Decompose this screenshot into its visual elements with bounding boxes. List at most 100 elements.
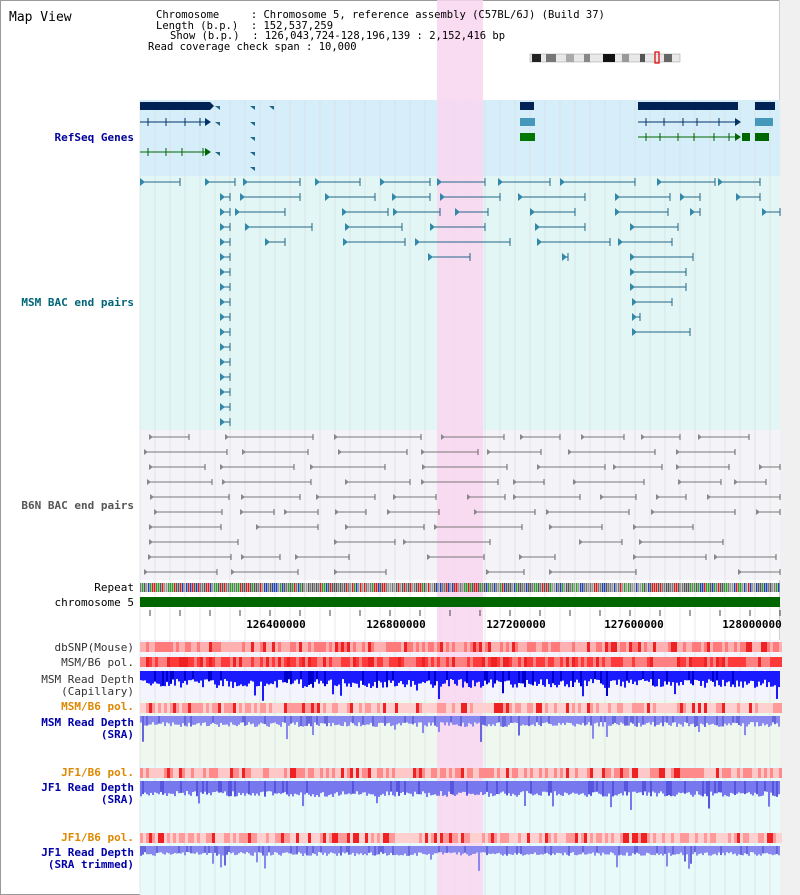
depth-bar [476, 671, 478, 683]
repeat-element [454, 583, 456, 592]
polymorphism-cell [743, 833, 746, 843]
depth-bar [762, 671, 764, 684]
b6n-end-marker [520, 434, 524, 440]
depth-bar [260, 671, 262, 682]
ruler-label-2: 126800000 [366, 618, 426, 631]
polymorphism-cell [152, 833, 155, 843]
polymorphism-cell [392, 657, 395, 667]
polymorphism-cell [551, 657, 554, 667]
polymorphism-cell [557, 833, 560, 843]
polymorphism-cell [296, 833, 299, 843]
repeat-element [398, 583, 400, 592]
depth-bar [538, 671, 540, 684]
polymorphism-cell [428, 833, 431, 843]
repeat-element [712, 583, 714, 592]
polymorphism-cell [617, 703, 620, 713]
polymorphism-cell [347, 768, 350, 778]
depth-bar [486, 716, 488, 727]
b6n-bac-features[interactable] [144, 434, 781, 575]
depth-bar [628, 781, 630, 793]
polymorphism-cell [332, 703, 335, 713]
label-dbsnp: dbSNP(Mouse) [55, 641, 134, 654]
polymorphism-cell [374, 768, 377, 778]
polymorphism-cell [764, 833, 767, 843]
polymorphism-cell [668, 642, 671, 652]
msm-bac-features[interactable] [140, 178, 781, 426]
polymorphism-cell [425, 642, 428, 652]
depth-bar [260, 846, 262, 853]
chromosome-ideogram[interactable] [529, 51, 681, 64]
depth-bar [440, 846, 442, 853]
polymorphism-cell [491, 657, 494, 667]
polymorphism-cell [680, 642, 683, 652]
repeat-element [362, 583, 364, 592]
polymorphism-cell [140, 703, 143, 713]
gene-block [742, 133, 750, 141]
polymorphism-cell [272, 833, 275, 843]
depth-bar [374, 716, 376, 727]
repeat-element [142, 583, 144, 592]
polymorphism-cell [344, 657, 347, 667]
selection-highlight[interactable] [437, 0, 483, 895]
refseq-genes-features[interactable] [140, 102, 775, 171]
polymorphism-cell [173, 657, 176, 667]
depth-bar [714, 781, 716, 794]
polymorphism-cell [446, 642, 449, 652]
repeat-track[interactable] [140, 583, 780, 592]
depth-bar [228, 716, 230, 727]
gene-block [140, 102, 210, 110]
depth-bar [380, 716, 382, 723]
depth-bar [432, 671, 434, 688]
depth-bar [222, 781, 224, 794]
depth-bar [458, 671, 460, 680]
depth-bar [256, 781, 258, 794]
repeat-element [382, 583, 384, 592]
polymorphism-cell [326, 833, 329, 843]
depth-bar [636, 671, 638, 686]
polymorphism-cell [734, 657, 737, 667]
depth-bar [368, 781, 370, 794]
depth-bar [272, 716, 274, 724]
polymorphism-cell [410, 642, 413, 652]
read-depth-tracks[interactable] [140, 671, 780, 871]
depth-bar [614, 781, 616, 796]
msm-end-marker [428, 253, 433, 261]
chromosome-bar[interactable] [140, 597, 780, 607]
polymorphism-cell [704, 642, 707, 652]
depth-bar [366, 846, 368, 856]
depth-bar [518, 671, 520, 683]
polymorphism-cell [464, 642, 467, 652]
polymorphism-cell [656, 703, 659, 713]
repeat-element [246, 583, 248, 592]
polymorphism-cell [380, 657, 383, 667]
depth-bar [508, 716, 510, 725]
depth-bar [622, 671, 624, 682]
depth-bar [698, 781, 700, 795]
depth-bar [358, 846, 360, 855]
polymorphism-cell [350, 703, 353, 713]
depth-bar [502, 716, 504, 727]
polymorphism-heat-tracks[interactable] [140, 642, 782, 843]
depth-bar [240, 781, 242, 795]
polymorphism-cell [188, 768, 191, 778]
repeat-element [644, 583, 646, 592]
polymorphism-cell [338, 768, 341, 778]
depth-bar [280, 716, 282, 727]
depth-bar [268, 716, 270, 727]
depth-bar [524, 846, 526, 856]
depth-bar [288, 846, 290, 854]
repeat-element [768, 583, 770, 592]
depth-bar [314, 781, 316, 797]
depth-bar [186, 781, 188, 792]
repeat-element [262, 583, 264, 592]
depth-bar [156, 846, 158, 853]
polymorphism-cell [599, 703, 602, 713]
depth-bar [336, 781, 338, 793]
msm-end-marker [718, 178, 723, 186]
depth-bar [440, 781, 442, 792]
polymorphism-cell [701, 768, 704, 778]
depth-bar [712, 671, 714, 682]
depth-bar [476, 716, 478, 724]
depth-bar [418, 671, 420, 684]
